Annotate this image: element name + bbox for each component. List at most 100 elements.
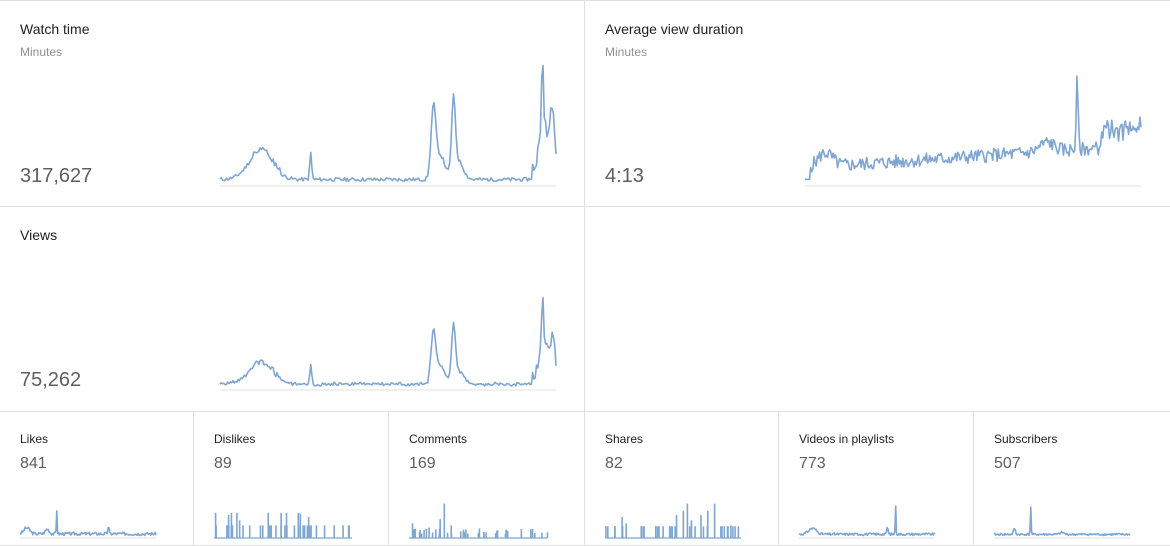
comments-bar [494, 533, 497, 538]
divider-small-1 [193, 411, 194, 545]
comments-bar [478, 528, 481, 538]
comments-card[interactable]: Comments 169 [389, 412, 584, 545]
likes-line [20, 510, 157, 537]
dislikes-bar [315, 525, 318, 538]
divider-small-5 [973, 411, 974, 545]
shares-bar [730, 525, 732, 538]
dislikes-bar [285, 512, 288, 538]
dislikes-bar [238, 520, 241, 538]
likes-sparkline [20, 510, 157, 539]
videos-in-playlists-sparkline [798, 505, 936, 539]
comments-bar [506, 530, 509, 538]
subscribers-sparkline [993, 506, 1131, 539]
likes-title: Likes [20, 432, 49, 446]
dislikes-bar [342, 525, 344, 538]
comments-bar [459, 531, 462, 538]
avg-view-duration-title: Average view duration [605, 21, 744, 37]
subscribers-line [993, 506, 1131, 537]
dislikes-bar [242, 525, 244, 538]
videos-in-playlists-card[interactable]: Videos in playlists 773 [779, 412, 973, 545]
views-title: Views [20, 227, 58, 243]
views-card[interactable]: Views 75,262 [0, 207, 584, 411]
comments-bar [533, 532, 536, 538]
subscribers-card[interactable]: Subscribers 507 [974, 412, 1170, 545]
dislikes-title: Dislikes [214, 432, 256, 446]
dislikes-bar [275, 525, 277, 538]
shares-bar [625, 523, 627, 538]
avg-view-duration-unit: Minutes [605, 45, 648, 59]
watch-time-unit: Minutes [20, 45, 63, 59]
shares-bar [713, 503, 716, 538]
comments-bar [419, 529, 421, 538]
shares-bar [682, 510, 685, 538]
shares-sparkline [605, 503, 741, 539]
videos-in-playlists-title: Videos in playlists [799, 432, 895, 446]
views-sparkline [219, 293, 557, 391]
dislikes-bar [299, 513, 302, 538]
shares-bar [694, 526, 696, 538]
comments-bar [496, 530, 499, 538]
watch-time-sparkline [219, 61, 557, 187]
dislikes-bar [231, 525, 234, 538]
shares-card[interactable]: Shares 82 [585, 412, 778, 545]
dislikes-bar [226, 525, 229, 538]
shares-bar [721, 526, 723, 538]
shares-bar [640, 526, 643, 538]
dislikes-bar [248, 525, 251, 538]
likes-card[interactable]: Likes 841 [0, 412, 193, 545]
divider-small-2 [388, 411, 389, 545]
dislikes-bar [310, 525, 312, 538]
dislikes-bar [297, 512, 300, 538]
comments-bar [530, 529, 532, 538]
shares-bar [737, 526, 740, 538]
comments-bar [425, 528, 428, 538]
dislikes-value: 89 [214, 455, 232, 472]
shares-bar [700, 514, 702, 538]
videos-in-playlists-line [798, 505, 936, 537]
shares-bar [686, 503, 689, 538]
divider-small-4 [778, 411, 779, 545]
shares-bar [734, 526, 736, 538]
dislikes-bar [280, 525, 282, 538]
dislikes-bar [293, 525, 296, 538]
likes-value: 841 [20, 455, 47, 472]
watch-time-value: 317,627 [20, 165, 93, 187]
watch-time-card[interactable]: Watch time Minutes 317,627 [0, 1, 584, 206]
dislikes-bar [306, 525, 309, 538]
shares-bar [669, 526, 672, 538]
subscribers-value: 507 [994, 455, 1021, 472]
comments-value: 169 [409, 455, 436, 472]
shares-bar [732, 526, 734, 538]
comments-bar [411, 523, 414, 538]
shares-bar [654, 526, 657, 538]
shares-bar [707, 510, 709, 538]
comments-bar [443, 503, 446, 538]
shares-bar [723, 526, 726, 538]
dislikes-bar [323, 525, 326, 538]
dislikes-bar [227, 514, 230, 538]
dislikes-bar [297, 525, 300, 538]
divider-horizontal-bottom [0, 411, 1170, 412]
comments-bar [446, 532, 449, 538]
avg-view-duration-card[interactable]: Average view duration Minutes 4:13 [585, 1, 1170, 206]
comments-bar [450, 525, 452, 538]
videos-in-playlists-value: 773 [799, 455, 826, 472]
views-line [219, 296, 557, 387]
dislikes-bar [347, 525, 350, 538]
dislikes-card[interactable]: Dislikes 89 [194, 412, 388, 545]
divider-small-3 [584, 411, 585, 545]
shares-bar [605, 526, 607, 538]
shares-bar [668, 526, 671, 538]
shares-bar [675, 514, 678, 538]
shares-bar [702, 526, 705, 538]
dislikes-sparkline [214, 512, 352, 539]
shares-bar [642, 526, 645, 538]
comments-bar [428, 527, 430, 538]
dislikes-bar [308, 525, 311, 538]
dislikes-bar [284, 525, 286, 538]
dislikes-bar [236, 512, 238, 538]
comments-bar [420, 533, 423, 538]
comments-bar [439, 519, 441, 538]
comments-bar [531, 528, 534, 538]
shares-bar [621, 517, 623, 538]
